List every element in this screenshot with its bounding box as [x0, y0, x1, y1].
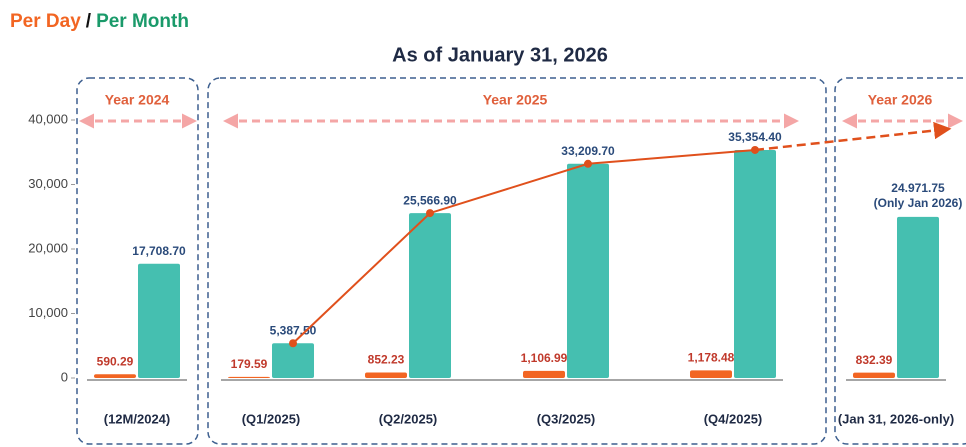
- bar-per-month: [138, 263, 180, 378]
- value-label: 179.59: [231, 357, 268, 371]
- x-tick-label: (12M/2024): [104, 411, 170, 426]
- y-tick-label: 0: [61, 369, 68, 384]
- trend-point: [426, 209, 434, 218]
- value-label: 25,566.90: [403, 193, 457, 207]
- annotation: (Only Jan 2026): [874, 196, 963, 210]
- value-label: 1,178.48: [688, 351, 735, 365]
- group-box: [76, 77, 199, 445]
- x-tick-label: (Q1/2025): [242, 411, 301, 426]
- x-tick-label: (Q3/2025): [537, 411, 596, 426]
- bar-per-day: [94, 374, 136, 378]
- y-tick-label: 10,000: [28, 305, 68, 320]
- trend-point: [584, 159, 592, 168]
- x-tick-label: (Jan 31, 2026-only): [838, 411, 954, 426]
- value-label: 832.39: [856, 353, 893, 367]
- trend-line: [292, 148, 756, 344]
- group-label: Year 2024: [105, 92, 170, 108]
- bar-per-month: [409, 213, 451, 378]
- value-label: 35,354.40: [728, 130, 782, 144]
- legend-separator: /: [86, 11, 92, 32]
- group-box: [207, 77, 827, 445]
- value-label: 852.23: [368, 353, 405, 367]
- value-label: 24.971.75: [891, 181, 945, 195]
- x-tick-label: (Q2/2025): [379, 411, 438, 426]
- bar-per-day: [523, 370, 565, 378]
- value-label: 590.29: [97, 354, 134, 368]
- bar-per-day: [853, 372, 895, 378]
- trend-point: [751, 145, 759, 154]
- group-label: Year 2025: [483, 92, 548, 108]
- value-label: 17,708.70: [132, 244, 186, 258]
- bar-per-month: [897, 216, 939, 378]
- legend-per-day: Per Day: [10, 11, 81, 32]
- bar-per-day: [365, 372, 407, 378]
- bar-per-month: [272, 343, 314, 378]
- trend-point: [289, 339, 297, 348]
- trend-arrow: [754, 121, 952, 152]
- value-label: 1,106.99: [521, 351, 568, 365]
- bar-per-day: [228, 376, 270, 378]
- chart-title: As of January 31, 2026: [392, 44, 608, 66]
- legend-per-month: Per Month: [96, 11, 189, 32]
- x-tick-label: (Q4/2025): [704, 411, 763, 426]
- y-tick-label: 40,000: [28, 111, 68, 126]
- value-label: 33,209.70: [561, 144, 615, 158]
- value-label: 5,387.50: [270, 323, 317, 337]
- bar-per-month: [734, 149, 776, 378]
- y-tick-label: 30,000: [28, 176, 68, 191]
- group-box: [834, 77, 966, 445]
- y-tick-label: 20,000: [28, 240, 68, 255]
- bar-per-day: [690, 370, 732, 378]
- group-label: Year 2026: [868, 92, 933, 108]
- group-boxes: [76, 77, 966, 445]
- bar-per-month: [567, 163, 609, 378]
